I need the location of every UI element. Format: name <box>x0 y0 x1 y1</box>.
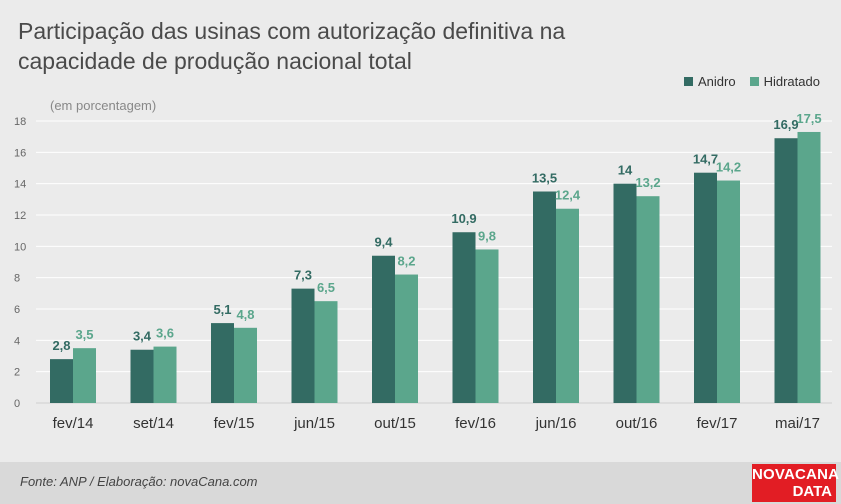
y-tick-label: 2 <box>14 367 20 379</box>
bar-anidro <box>694 172 717 403</box>
x-tick-label: out/15 <box>374 415 416 432</box>
x-tick-label: fev/16 <box>455 415 496 432</box>
data-label-anidro: 14,7 <box>693 152 718 167</box>
data-label-hidratado: 12,4 <box>555 188 581 203</box>
bar-hidratado <box>717 180 740 403</box>
bar-anidro <box>291 288 315 403</box>
x-tick-label: fev/14 <box>53 415 94 432</box>
bar-anidro <box>533 191 556 403</box>
data-label-hidratado: 8,2 <box>397 254 415 269</box>
legend-label-hidratado: Hidratado <box>763 74 820 89</box>
y-tick-label: 8 <box>14 273 20 285</box>
data-label-anidro: 13,5 <box>532 171 557 186</box>
x-tick-label: mai/17 <box>775 415 820 432</box>
x-tick-label: fev/15 <box>214 415 255 432</box>
bar-hidratado <box>475 249 499 403</box>
y-tick-label: 10 <box>14 241 26 253</box>
x-tick-label: set/14 <box>133 415 174 432</box>
bar-anidro <box>613 183 637 403</box>
x-tick-label: fev/17 <box>697 415 738 432</box>
y-tick-label: 12 <box>14 210 26 222</box>
bar-chart: 0 2 4 6 8 10 12 14 16 18 2,8 3,5 fev/14 3,4 3,6 set/14 5… <box>14 111 832 432</box>
data-label-hidratado: 13,2 <box>635 175 660 190</box>
bar-hidratado <box>153 346 177 403</box>
footer: Fonte: ANP / Elaboração: novaCana.com NO… <box>0 462 841 504</box>
data-label-hidratado: 14,2 <box>716 160 741 175</box>
legend-swatch-hidratado <box>749 77 759 86</box>
data-label-hidratado: 4,8 <box>236 307 254 322</box>
data-label-hidratado: 9,8 <box>478 228 496 243</box>
bar-anidro <box>372 255 395 403</box>
data-label-hidratado: 6,5 <box>317 280 335 295</box>
legend: Anidro Hidratado <box>684 74 820 89</box>
chart-title: Participação das usinas com autorização … <box>18 18 566 74</box>
bar-hidratado <box>314 301 338 403</box>
unit-label: (em porcentagem) <box>50 98 157 113</box>
data-label-anidro: 2,8 <box>52 338 70 353</box>
data-label-hidratado: 17,5 <box>796 111 821 126</box>
legend-label-anidro: Anidro <box>698 74 736 89</box>
bar-hidratado <box>797 131 821 403</box>
y-tick-label: 4 <box>14 335 20 347</box>
bar-anidro <box>774 138 798 403</box>
data-label-anidro: 5,1 <box>213 302 231 317</box>
y-tick-label: 0 <box>14 398 20 410</box>
data-label-anidro: 14 <box>618 163 633 178</box>
legend-item-anidro: Anidro <box>684 74 736 89</box>
legend-item-hidratado: Hidratado <box>749 74 820 89</box>
y-tick-label: 14 <box>14 179 26 191</box>
source-note: Fonte: ANP / Elaboração: novaCana.com <box>20 474 258 489</box>
bar-hidratado <box>636 196 660 403</box>
data-label-hidratado: 3,6 <box>156 326 174 341</box>
data-label-anidro: 9,4 <box>374 235 393 250</box>
bar-hidratado <box>234 327 257 403</box>
logo-line2: DATA <box>792 483 832 500</box>
bar-anidro <box>452 232 476 403</box>
bar-anidro <box>50 359 73 403</box>
bar-hidratado <box>73 348 96 403</box>
y-tick-label: 18 <box>14 116 26 128</box>
logo-line1: NOVACANA <box>752 466 840 483</box>
bar-anidro <box>211 323 234 403</box>
y-tick-label: 16 <box>14 147 26 159</box>
novacana-logo: NOVACANA DATA <box>752 464 840 502</box>
x-tick-label: out/16 <box>616 415 658 432</box>
bar-hidratado <box>395 274 418 403</box>
data-label-anidro: 10,9 <box>451 211 476 226</box>
data-label-anidro: 3,4 <box>133 329 152 344</box>
legend-swatch-anidro <box>684 77 693 86</box>
bar-anidro <box>130 349 154 403</box>
bar-hidratado <box>556 208 579 403</box>
data-label-anidro: 16,9 <box>773 117 798 132</box>
x-tick-label: jun/15 <box>293 415 335 432</box>
y-tick-label: 6 <box>14 304 20 316</box>
x-tick-label: jun/16 <box>535 415 577 432</box>
data-label-hidratado: 3,5 <box>75 327 93 342</box>
data-label-anidro: 7,3 <box>294 268 312 283</box>
